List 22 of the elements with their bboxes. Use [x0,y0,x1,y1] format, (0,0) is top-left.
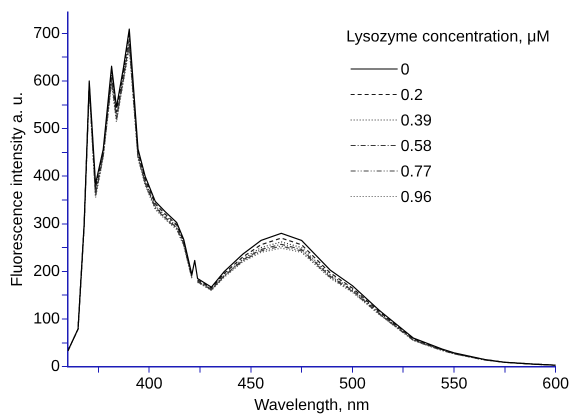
x-tick-label: 500 [339,376,366,393]
x-axis-title: Wavelength, nm [254,396,370,414]
y-tick-label: 100 [33,310,60,328]
legend-label: 0.2 [400,86,423,104]
y-tick-label: 400 [33,168,60,185]
legend-title: Lysozyme concentration, μM [346,28,550,46]
legend-label: 0.77 [400,163,432,180]
legend-label: 0.58 [400,138,432,155]
y-axis-title: Fluorescence intensity a. u. [9,92,26,287]
y-tick-label: 700 [33,24,60,42]
y-tick-label: 0 [50,358,60,376]
x-tick-label: 450 [237,376,264,393]
y-tick-label: 300 [33,215,60,232]
x-tick-label: 400 [136,376,163,393]
legend-label: 0 [400,61,410,78]
legend-label: 0.39 [400,112,432,130]
y-tick-label: 600 [33,72,60,90]
y-tick-label: 200 [33,262,60,280]
y-tick-label: 500 [33,120,60,138]
x-tick-label: 550 [440,376,468,393]
x-tick-label: 600 [542,376,570,393]
legend-label: 0.96 [400,188,432,206]
